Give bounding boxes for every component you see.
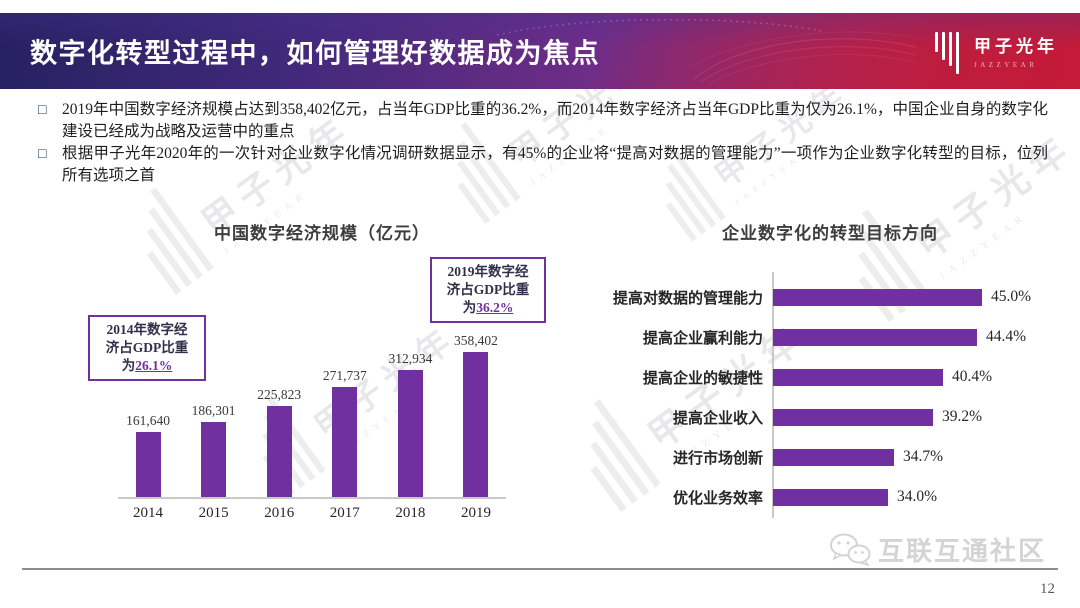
goal-row: 提高企业收入 39.2%	[585, 397, 1031, 437]
goal-category-label: 提高企业赢利能力	[642, 330, 763, 347]
slide-title: 数字化转型过程中，如何管理好数据成为焦点	[30, 38, 600, 69]
bullet-list: □ 2019年中国数字经济规模占达到358,402亿元，占当年GDP比重的36.…	[38, 99, 1048, 187]
footer-divider-line	[22, 568, 1058, 570]
community-watermark: 互联互通社区	[828, 531, 1046, 568]
bar-value-label: 358,402	[454, 333, 498, 348]
callout-2019-gdp-share: 2019年数字经 济占GDP比重 为36.2%	[430, 257, 546, 323]
bar-group-2016: 225,823	[249, 387, 309, 497]
transformation-goals-bar-chart: 提高对数据的管理能力 45.0% 提高企业赢利能力 44.4% 提高企业的敏捷性 40.4…	[585, 277, 1031, 517]
bullet-text-1: 2019年中国数字经济规模占达到358,402亿元，占当年GDP比重的36.2%…	[62, 101, 1048, 140]
goal-category-label: 优化业务效率	[672, 490, 763, 507]
goal-row: 提高对数据的管理能力 45.0%	[585, 277, 1031, 317]
goal-percentage-label: 34.7%	[903, 448, 944, 465]
bar-2015	[201, 422, 227, 497]
goal-bar	[773, 288, 982, 306]
callout-prefix: 为	[121, 358, 136, 373]
goal-bar	[773, 408, 933, 426]
goal-bar	[773, 368, 943, 386]
jiazi-logo: 甲子光年 JAZZYEAR	[935, 32, 1058, 74]
year-tick-label: 2017	[329, 505, 360, 521]
goal-percentage-label: 45.0%	[991, 288, 1032, 305]
bullet-square-icon: □	[38, 147, 47, 162]
bullet-item-1: □ 2019年中国数字经济规模占达到358,402亿元，占当年GDP比重的36.…	[38, 99, 1048, 143]
bar-group-2018: 312,934	[380, 351, 440, 497]
wave-lines-decoration	[690, 31, 917, 85]
goal-percentage-label: 34.0%	[897, 488, 938, 505]
year-tick-label: 2015	[198, 505, 229, 521]
wechat-icon	[829, 533, 871, 566]
bar-group-2015: 186,301	[184, 403, 244, 497]
bar-value-label: 312,934	[388, 351, 433, 366]
callout-line: 2019年数字经	[447, 264, 529, 279]
callout-2014-gdp-share: 2014年数字经 济占GDP比重 为26.1%	[88, 315, 206, 381]
right-chart-axis-line	[772, 272, 774, 518]
callout-percentage: 26.1%	[135, 358, 173, 373]
bar-value-label: 186,301	[191, 403, 236, 418]
goal-bar	[773, 488, 888, 506]
goal-row: 进行市场创新 34.7%	[585, 437, 1031, 477]
year-tick-label: 2014	[133, 505, 163, 521]
bullet-text-2: 根据甲子光年2020年的一次针对企业数字化情况调研数据显示，有45%的企业将“提…	[62, 145, 1048, 184]
callout-line: 济占GDP比重	[446, 282, 530, 297]
year-tick-label: 2016	[264, 505, 295, 521]
page-number: 12	[1040, 581, 1055, 597]
right-chart-title: 企业数字化的转型目标方向	[722, 224, 938, 243]
goal-percentage-label: 39.2%	[942, 408, 983, 425]
bar-2017	[332, 387, 358, 497]
bullet-square-icon: □	[38, 103, 47, 118]
slide-header-banner: 数字化转型过程中，如何管理好数据成为焦点 甲子光年 JAZZYEAR	[0, 13, 1080, 89]
callout-percentage: 36.2%	[476, 300, 514, 315]
callout-line: 2014年数字经	[106, 322, 188, 337]
goal-category-label: 进行市场创新	[672, 450, 763, 467]
left-chart-year-axis: 2014 2015 2016 2017 2018 2019	[118, 505, 506, 522]
goal-bar	[773, 328, 977, 346]
callout-prefix: 为	[462, 300, 477, 315]
goal-row: 提高企业赢利能力 44.4%	[585, 317, 1031, 357]
goal-percentage-label: 40.4%	[952, 368, 993, 385]
goal-category-label: 提高企业的敏捷性	[642, 370, 763, 387]
community-name: 互联互通社区	[877, 537, 1046, 566]
bar-value-label: 225,823	[257, 387, 302, 402]
goal-category-label: 提高对数据的管理能力	[612, 290, 763, 307]
goal-category-label: 提高企业收入	[672, 410, 763, 427]
bar-group-2019: 358,402	[446, 333, 506, 497]
china-digital-economy-bar-chart: 161,640 186,301 225,823 271,737 312,934 358,4…	[118, 333, 506, 499]
year-tick-label: 2018	[395, 505, 426, 521]
goal-row: 提高企业的敏捷性 40.4%	[585, 357, 1031, 397]
bar-2016	[266, 406, 292, 497]
callout-line: 济占GDP比重	[105, 340, 189, 355]
bar-group-2017: 271,737	[315, 368, 375, 497]
logo-brand-name: 甲子光年	[974, 37, 1058, 56]
bar-value-label: 271,737	[322, 368, 367, 383]
goal-percentage-label: 44.4%	[986, 328, 1027, 345]
bar-2019	[463, 352, 489, 497]
year-tick-label: 2019	[460, 505, 491, 521]
bar-value-label: 161,640	[126, 413, 170, 428]
bar-group-2014: 161,640	[118, 413, 178, 497]
jiazi-bars-icon	[935, 32, 963, 74]
left-chart-title: 中国数字经济规模（亿元）	[214, 224, 430, 243]
bar-2018	[397, 370, 423, 497]
bar-2014	[135, 432, 161, 497]
bullet-item-2: □ 根据甲子光年2020年的一次针对企业数字化情况调研数据显示，有45%的企业将…	[38, 143, 1048, 187]
dotted-arc-decoration	[496, 19, 824, 36]
goal-row: 优化业务效率 34.0%	[585, 477, 1031, 517]
logo-brand-latin: JAZZYEAR	[974, 61, 1038, 69]
goal-bar	[773, 448, 894, 466]
